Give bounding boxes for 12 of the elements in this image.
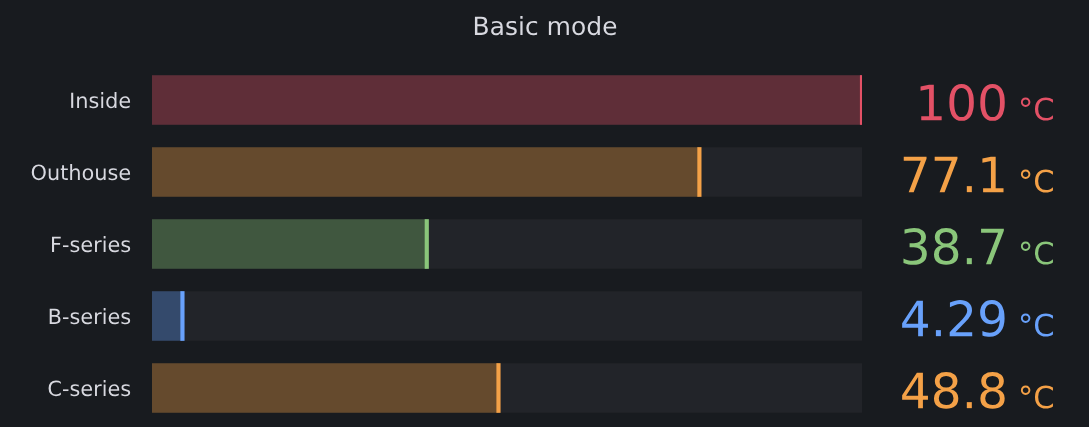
y-tick-label: B-series [49, 308, 131, 325]
data-label: 100 °C [920, 84, 1053, 121]
y-tick-label: Outhouse [31, 164, 131, 181]
data-label: 48.8 °C [902, 372, 1053, 409]
bar [152, 291, 183, 341]
data-label: 4.29 °C [902, 300, 1053, 337]
y-tick-label: Inside [71, 92, 131, 109]
chart-title: Basic mode [474, 15, 617, 36]
data-label: 38.7 °C [903, 228, 1053, 265]
y-tick-label: F-series [52, 236, 131, 253]
data-label: 77.1 °C [903, 156, 1053, 193]
y-tick-label: C-series [48, 380, 131, 397]
